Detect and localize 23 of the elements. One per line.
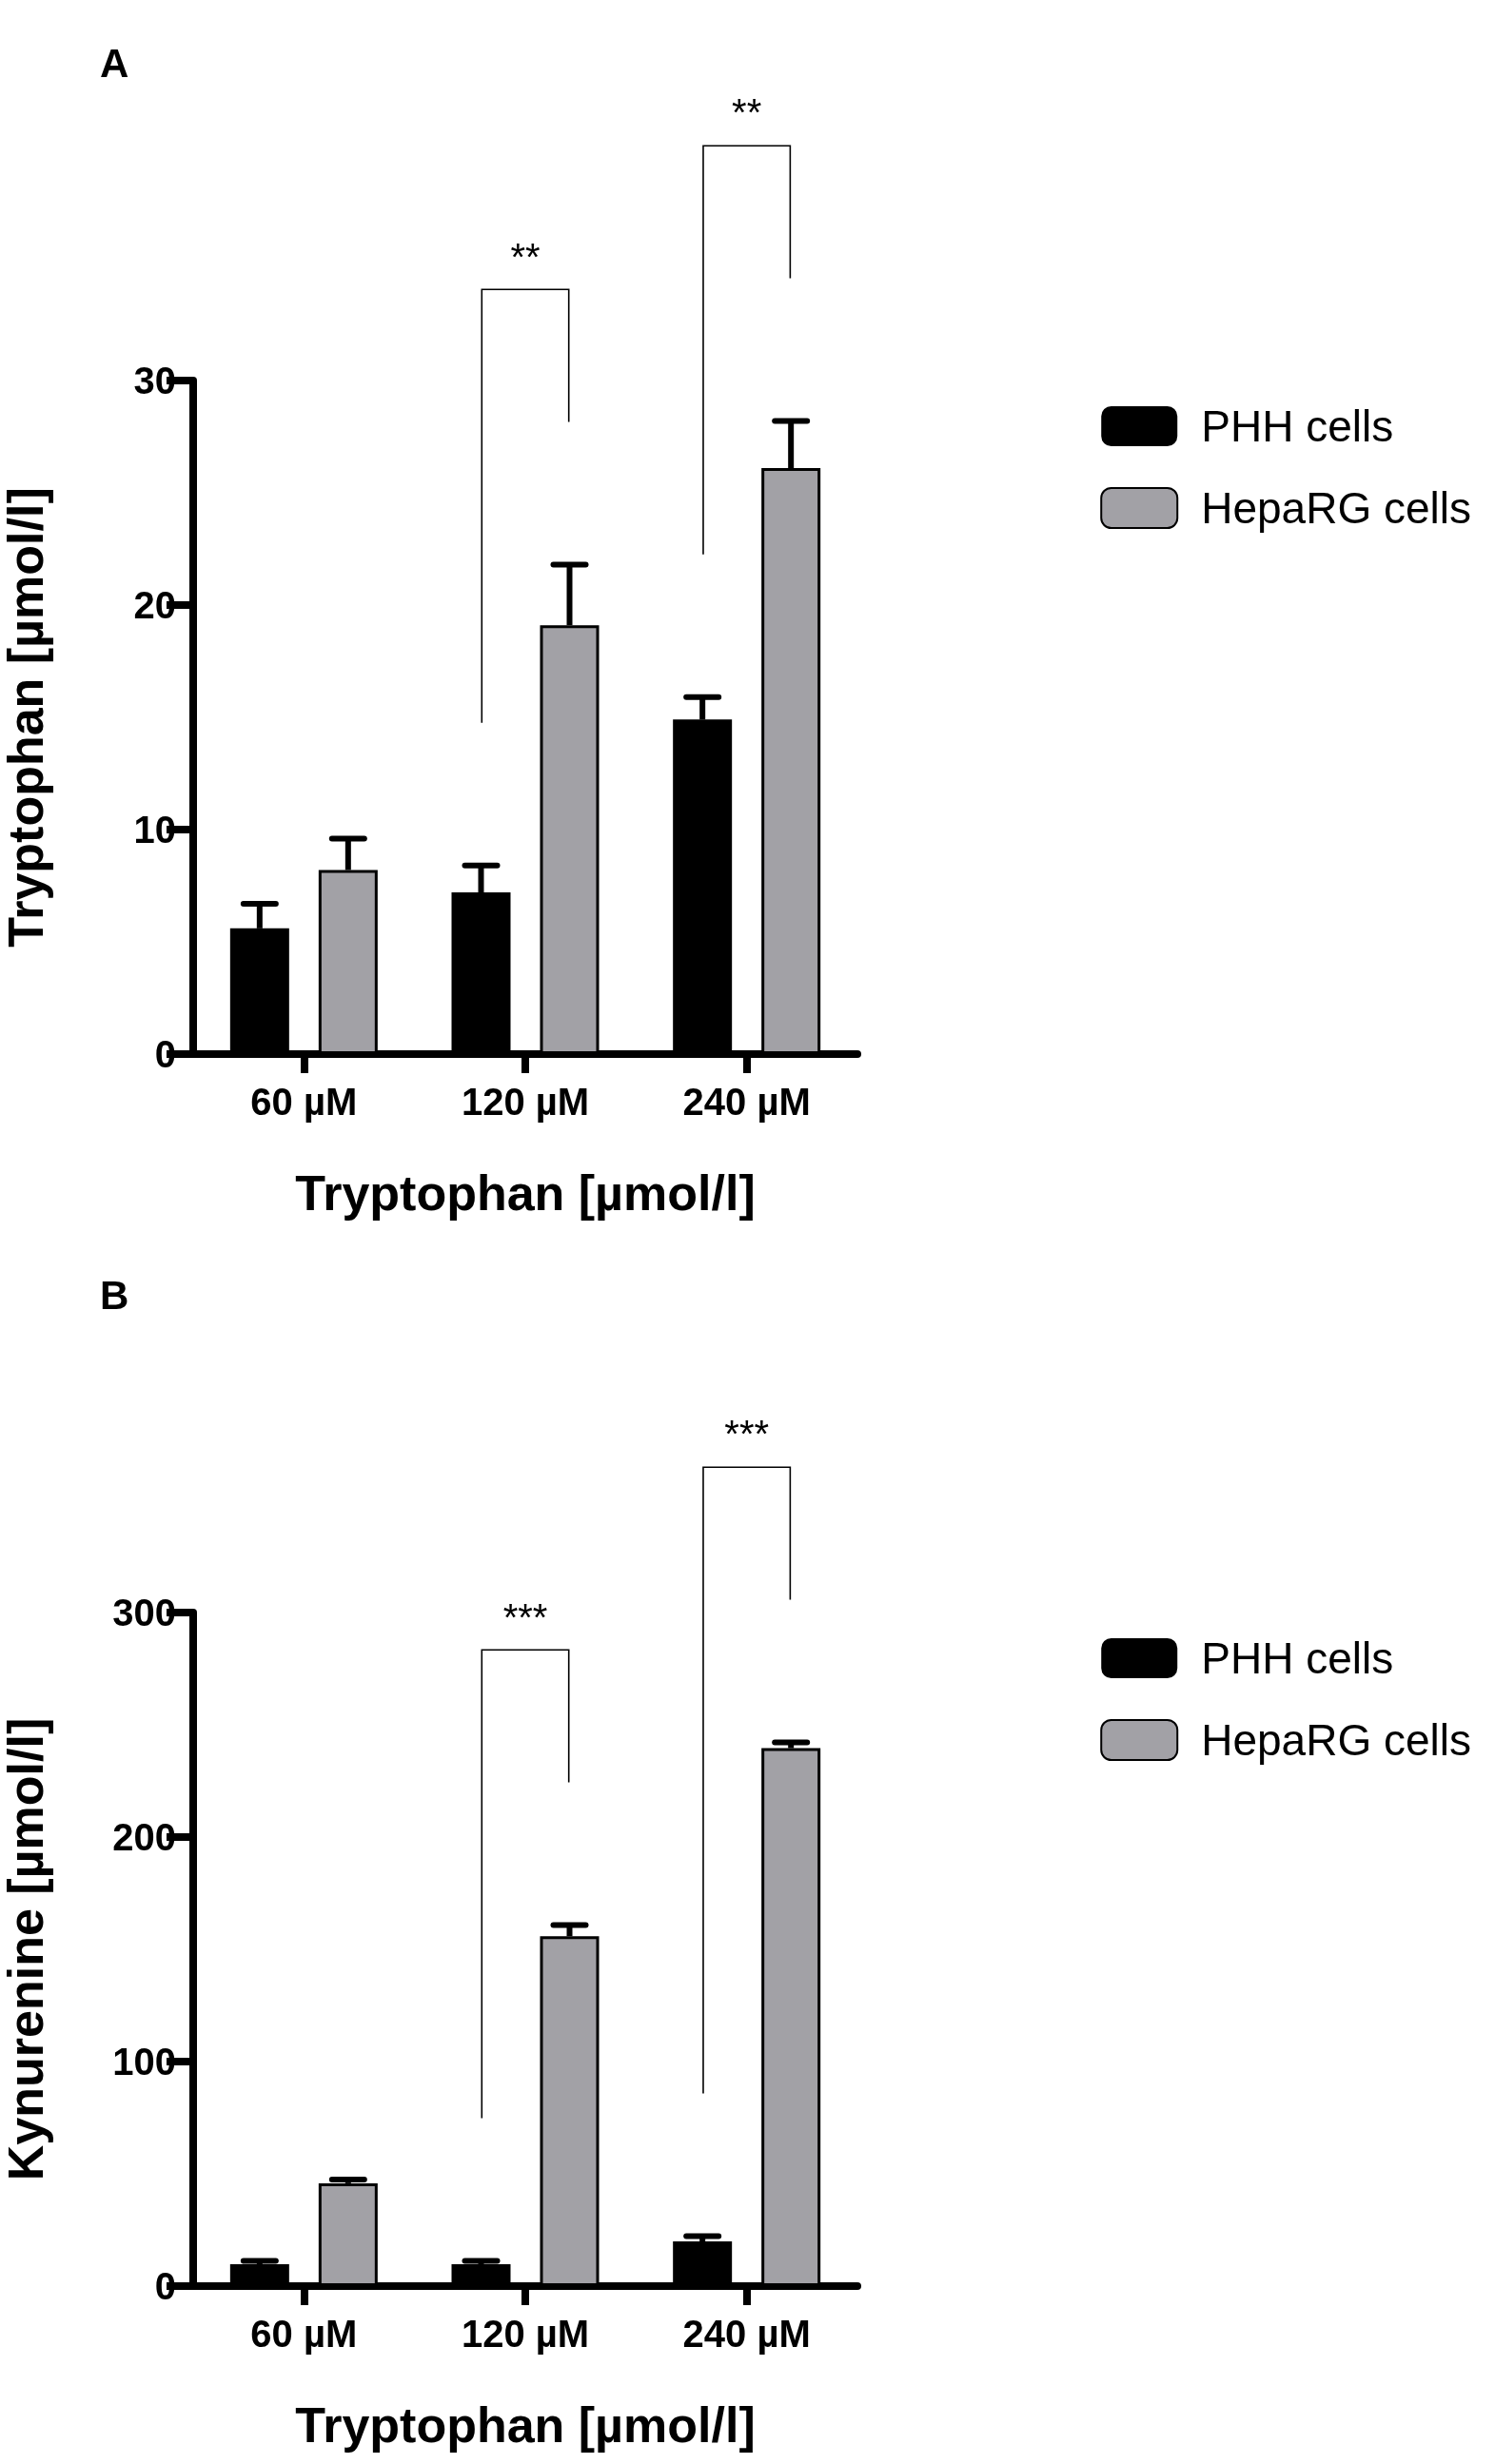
y-tick-label: 200 <box>112 1816 176 1858</box>
legend-label: HepaRG cells <box>1201 483 1472 533</box>
x-tick-label: 120 µM <box>461 2313 590 2355</box>
x-tick-label: 240 µM <box>682 1081 811 1123</box>
text: *** <box>724 1413 770 1456</box>
x-tick-label: 60 µM <box>250 2313 358 2355</box>
y-tick-label: 300 <box>112 1592 176 1633</box>
x-axis-title: Tryptophan [µmol/l] <box>295 1165 756 1221</box>
text: ** <box>732 91 762 134</box>
legend-label: HepaRG cells <box>1201 1715 1472 1765</box>
x-tick-label: 60 µM <box>250 1081 358 1123</box>
y-tick-label: 100 <box>112 2041 176 2083</box>
x-tick-label: 120 µM <box>461 1081 590 1123</box>
x-tick-label: 240 µM <box>682 2313 811 2355</box>
legend-label: PHH cells <box>1201 401 1394 451</box>
x-axis-title: Tryptophan [µmol/l] <box>295 2397 756 2453</box>
chart-title: B <box>100 1272 129 1318</box>
chart-title: A <box>100 40 129 86</box>
y-axis-title: Tryptophan [µmol/l] <box>0 487 53 948</box>
legend-label: PHH cells <box>1201 1633 1394 1683</box>
text: ** <box>510 235 541 278</box>
annotation: *** <box>502 1595 548 1638</box>
y-axis-title: Kynurenine [µmol/l] <box>0 1717 53 2181</box>
